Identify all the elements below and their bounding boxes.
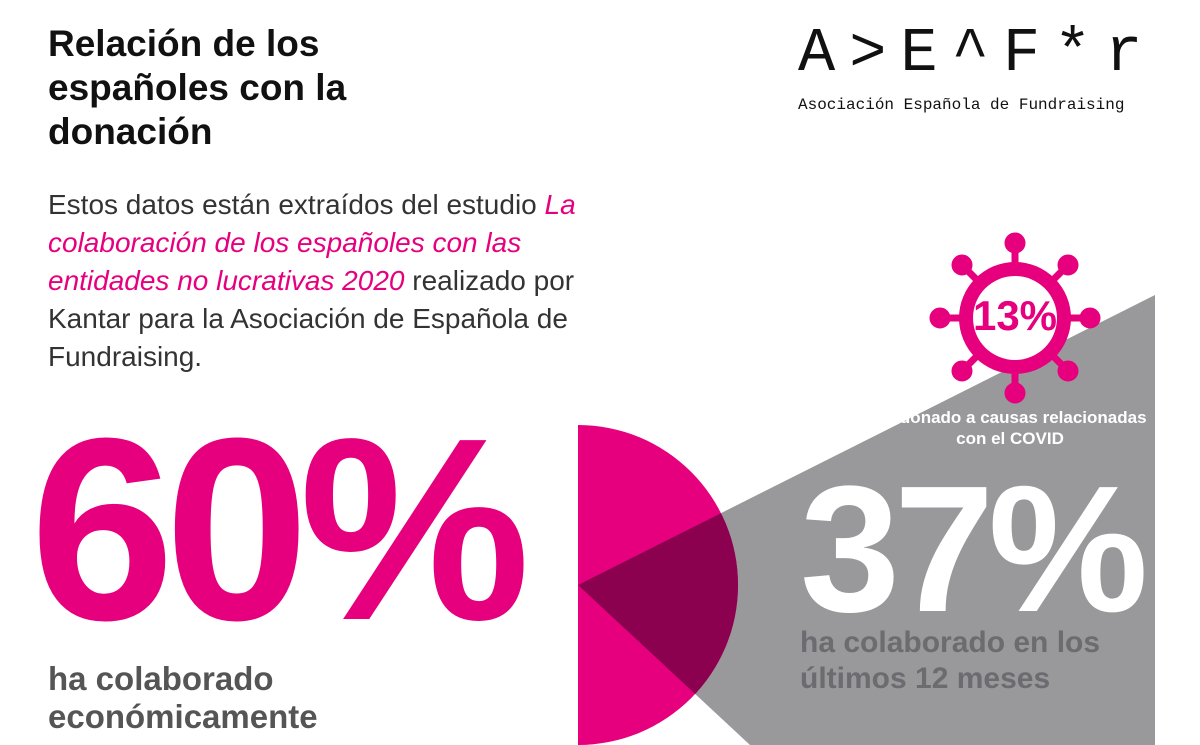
logo-name: Asociación Española de Fundraising (798, 96, 1125, 114)
overlap (578, 425, 738, 745)
stat-figure: 13% (972, 292, 1058, 339)
study-title: La colaboración de los españoles con las… (48, 189, 576, 296)
title: Relación de los españoles con la donació… (48, 23, 347, 152)
logo-mark: A>E^F*r (798, 18, 1157, 89)
intro-tail: realizado por Kantar para la Asociación … (48, 265, 575, 372)
stat-figure: 60% (30, 385, 530, 675)
virus-icon (929, 232, 1101, 404)
stat-label: ha colaborado económicamente (48, 660, 318, 735)
stat-label: ha colaborado en los últimos 12 meses (800, 626, 1101, 695)
stat-figure: 37% (800, 449, 1148, 650)
intro-lead: Estos datos están extraídos del estudio (48, 189, 537, 220)
stat-label: Ha donado a causas relacionadas con el C… (873, 408, 1147, 448)
intro: Estos datos están extraídos del estudio … (48, 186, 618, 376)
